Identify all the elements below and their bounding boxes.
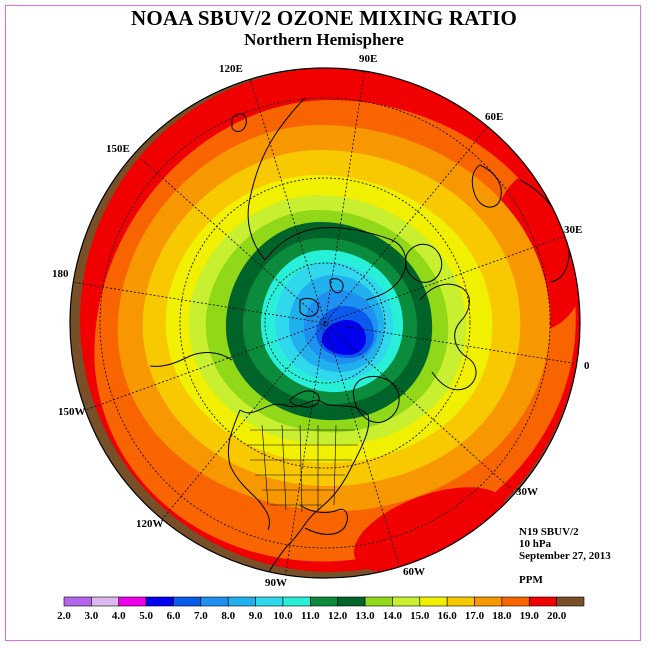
coast-japan bbox=[231, 113, 247, 132]
colorbar-swatch bbox=[419, 596, 448, 607]
colorbar-swatch bbox=[255, 596, 284, 607]
colorbar-swatch bbox=[282, 596, 311, 607]
coast-alaska bbox=[149, 352, 233, 367]
coastlines bbox=[149, 97, 570, 578]
colorbar-tick-label: 6.0 bbox=[166, 610, 181, 622]
coast-gulf bbox=[299, 504, 348, 535]
label-30w: 30W bbox=[516, 486, 538, 498]
colorbar-tick-label: 20.0 bbox=[547, 610, 567, 622]
meridian-60w-120e bbox=[249, 77, 401, 569]
colorbar-swatch bbox=[337, 596, 366, 607]
colorbar-tick-label: 9.0 bbox=[248, 610, 263, 622]
colorbar-swatch bbox=[528, 596, 557, 607]
colorbar-swatch bbox=[118, 596, 147, 607]
colorbar-tick-label: 15.0 bbox=[410, 610, 430, 622]
colorbar-swatch bbox=[200, 596, 229, 607]
label-150e: 150E bbox=[106, 143, 130, 155]
coast-asia-north bbox=[264, 227, 407, 301]
colorbar-tick-label: 16.0 bbox=[437, 610, 457, 622]
colorbar-tick-label: 3.0 bbox=[84, 610, 99, 622]
pressure-level-label: 10 hPa bbox=[519, 538, 552, 550]
colorbar-tick-label: 18.0 bbox=[492, 610, 512, 622]
map-title: NOAA SBUV/2 OZONE MIXING RATIO bbox=[131, 6, 517, 30]
colorbar-tick-label: 5.0 bbox=[139, 610, 153, 622]
ozone-field bbox=[70, 68, 580, 578]
colorbar-tick-label: 4.0 bbox=[111, 610, 126, 622]
colorbar-tick-label: 13.0 bbox=[355, 610, 375, 622]
date-label: September 27, 2013 bbox=[519, 550, 611, 562]
map-subtitle: Northern Hemisphere bbox=[244, 30, 404, 49]
colorbar-swatch bbox=[446, 596, 475, 607]
colorbar-swatch bbox=[556, 596, 585, 607]
colorbar-tick-label: 12.0 bbox=[328, 610, 348, 622]
colorbar-tick-label: 19.0 bbox=[519, 610, 539, 622]
meridian-30w-150e bbox=[139, 157, 511, 489]
coast-north-america-west bbox=[227, 409, 271, 531]
map-outline bbox=[69, 67, 581, 579]
colorbar bbox=[63, 596, 585, 607]
instrument-label: N19 SBUV/2 bbox=[519, 526, 579, 538]
colorbar-swatch bbox=[474, 596, 503, 607]
label-120e: 120E bbox=[219, 63, 243, 75]
colorbar-swatch bbox=[91, 596, 120, 607]
coast-hudson-bay bbox=[289, 390, 320, 408]
colorbar-swatch bbox=[501, 596, 530, 607]
label-30e: 30E bbox=[564, 224, 583, 236]
parallel-0 bbox=[99, 97, 551, 549]
coast-asia-east bbox=[247, 97, 306, 261]
colorbar-tick-label: 7.0 bbox=[193, 610, 208, 622]
units-label: PPM bbox=[519, 574, 543, 586]
colorbar-tick-label: 11.0 bbox=[300, 610, 320, 622]
label-180: 180 bbox=[52, 268, 69, 280]
colorbar-swatch bbox=[227, 596, 256, 607]
us-state-grid bbox=[248, 424, 358, 513]
colorbar-tick-label: 8.0 bbox=[221, 610, 236, 622]
colorbar-tick-label: 10.0 bbox=[273, 610, 293, 622]
colorbar-tick-label: 2.0 bbox=[57, 610, 71, 622]
label-90e: 90E bbox=[359, 53, 378, 65]
band-4-5 bbox=[322, 320, 366, 355]
coast-islands bbox=[299, 278, 344, 317]
label-120w: 120W bbox=[136, 518, 164, 530]
colorbar-swatch bbox=[392, 596, 421, 607]
colorbar-tick-label: 17.0 bbox=[464, 610, 485, 622]
colorbar-swatch bbox=[63, 596, 92, 607]
coast-europe bbox=[419, 283, 477, 391]
label-60e: 60E bbox=[485, 111, 504, 123]
colorbar-swatch bbox=[173, 596, 202, 607]
band-18-19-lobe-south bbox=[353, 487, 507, 573]
colorbar-tick-label: 14.0 bbox=[382, 610, 403, 622]
colorbar-swatch bbox=[364, 596, 393, 607]
parallel-60n bbox=[264, 262, 386, 384]
label-150w: 150W bbox=[58, 406, 86, 418]
coast-india bbox=[471, 164, 502, 208]
colorbar-swatch bbox=[310, 596, 338, 607]
figure-frame bbox=[5, 5, 641, 641]
graticule bbox=[71, 68, 579, 578]
label-0: 0 bbox=[584, 360, 590, 372]
parallel-30n bbox=[179, 177, 471, 469]
label-60w: 60W bbox=[403, 566, 425, 578]
label-90w: 90W bbox=[265, 577, 287, 589]
coast-greenland bbox=[352, 376, 400, 423]
colorbar-swatch bbox=[145, 596, 174, 607]
